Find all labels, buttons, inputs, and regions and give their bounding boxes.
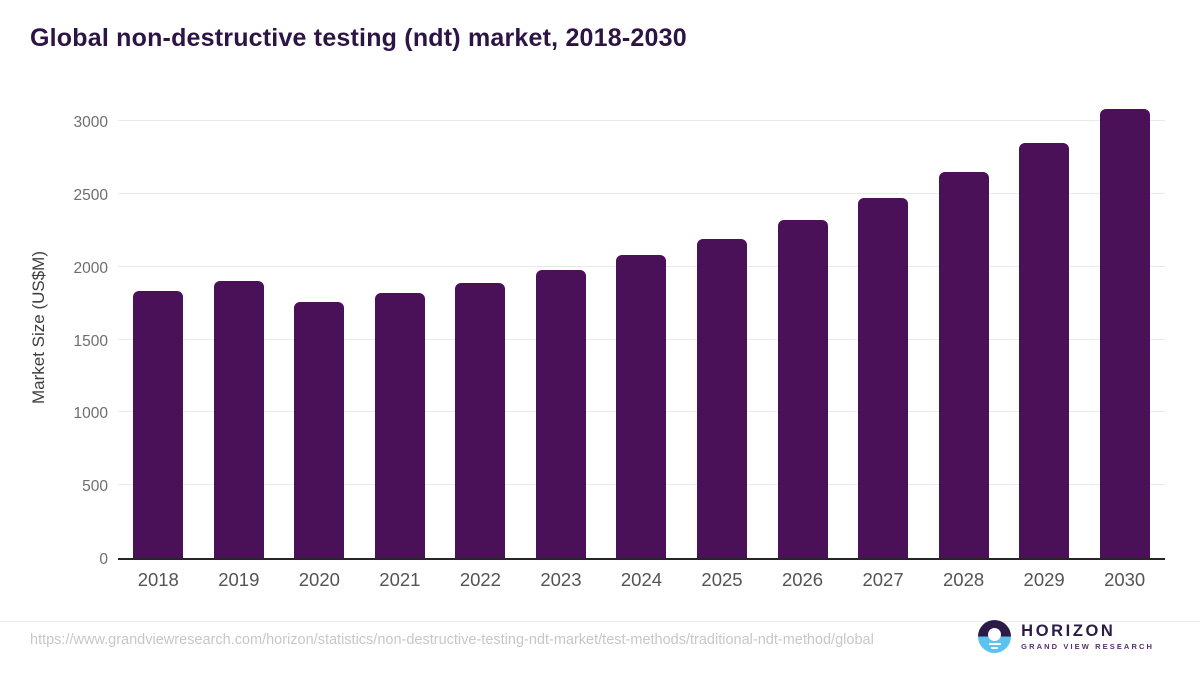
- bar-slot-2029: [1004, 95, 1085, 558]
- bar-2018[interactable]: [133, 290, 184, 558]
- bar-slot-2021: [360, 95, 441, 558]
- x-label-2025: 2025: [701, 569, 743, 590]
- bar-series: [118, 95, 1165, 558]
- bar-2026[interactable]: [777, 220, 828, 558]
- y-axis-tick-labels: 0 500 1000 1500 2000 2500 3000: [50, 95, 108, 568]
- wave-line-icon: [988, 643, 1001, 645]
- x-label-2028: 2028: [943, 569, 985, 590]
- bar-2019[interactable]: [213, 280, 264, 558]
- bar-2023[interactable]: [535, 270, 586, 558]
- bar-slot-2018: [118, 95, 199, 558]
- logo-name: HORIZON: [1021, 622, 1116, 640]
- y-tick-2500: 2500: [73, 186, 108, 204]
- bar-2029[interactable]: [1019, 142, 1070, 558]
- x-label-2021: 2021: [379, 569, 421, 590]
- x-label-2027: 2027: [862, 569, 904, 590]
- y-axis-title: Market Size (US$M): [28, 95, 50, 560]
- bar-slot-2022: [440, 95, 521, 558]
- bar-2021[interactable]: [374, 292, 425, 558]
- horizon-sun-icon: [978, 620, 1012, 653]
- bar-slot-2023: [521, 95, 602, 558]
- x-label-2020: 2020: [298, 569, 340, 590]
- bar-slot-2025: [682, 95, 763, 558]
- bar-2024[interactable]: [616, 255, 667, 558]
- bar-slot-2030: [1084, 95, 1165, 558]
- y-tick-2000: 2000: [73, 259, 108, 277]
- bar-slot-2019: [199, 95, 280, 558]
- bar-2025[interactable]: [696, 239, 747, 558]
- gridline-3000: [118, 120, 1165, 121]
- footer-divider: [0, 621, 1200, 622]
- bar-slot-2027: [843, 95, 924, 558]
- bar-2028[interactable]: [938, 171, 989, 558]
- logo-text: HORIZON GRAND VIEW RESEARCH: [1021, 622, 1154, 651]
- horizon-logo: HORIZON GRAND VIEW RESEARCH: [978, 620, 1154, 653]
- x-label-2024: 2024: [620, 569, 663, 590]
- bar-slot-2026: [762, 95, 843, 558]
- bar-2022[interactable]: [455, 282, 506, 558]
- x-label-2023: 2023: [540, 569, 582, 590]
- sun-circle-icon: [988, 628, 1002, 641]
- x-axis-labels: 2018 2019 2020 2021 2022 2023 2024 2025 2026 2027…: [118, 569, 1165, 591]
- bar-2030[interactable]: [1099, 109, 1150, 558]
- y-tick-1500: 1500: [73, 332, 108, 350]
- bar-2020[interactable]: [294, 302, 345, 558]
- x-label-2029: 2029: [1023, 569, 1065, 590]
- x-label-2026: 2026: [781, 569, 824, 590]
- logo-subtitle: GRAND VIEW RESEARCH: [1021, 642, 1154, 651]
- y-tick-3000: 3000: [73, 114, 108, 131]
- source-url: https://www.grandviewresearch.com/horizo…: [30, 632, 874, 648]
- wave-line-icon: [991, 647, 999, 649]
- x-label-2018: 2018: [137, 569, 179, 590]
- y-axis-title-label: Market Size (US$M): [29, 250, 48, 405]
- bar-2027[interactable]: [858, 198, 909, 558]
- x-label-2019: 2019: [218, 569, 260, 590]
- y-tick-500: 500: [82, 478, 108, 496]
- bar-chart-plot-area: [118, 95, 1165, 560]
- bar-slot-2024: [601, 95, 682, 558]
- bar-slot-2028: [923, 95, 1004, 558]
- page-title: Global non-destructive testing (ndt) mar…: [30, 24, 687, 52]
- gridline-2500: [118, 192, 1165, 194]
- bar-slot-2020: [279, 95, 360, 558]
- x-label-2022: 2022: [459, 569, 501, 590]
- y-tick-0: 0: [99, 551, 108, 568]
- x-label-2030: 2030: [1104, 569, 1146, 590]
- y-tick-1000: 1000: [73, 405, 108, 423]
